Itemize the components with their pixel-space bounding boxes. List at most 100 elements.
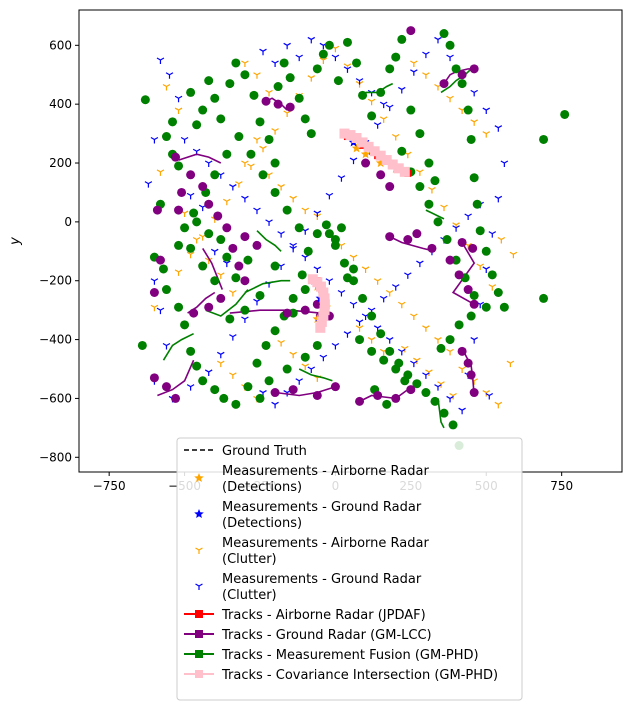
airborne-clutter-marker <box>373 278 382 285</box>
fusion-track-point <box>469 290 479 300</box>
ground-radar-track-point <box>285 102 295 112</box>
fusion-track-point <box>198 376 208 386</box>
airborne-clutter-marker <box>367 98 376 106</box>
fusion-track-point <box>261 340 271 350</box>
airborne-clutter-marker <box>434 337 442 344</box>
x-tick-label: 750 <box>550 479 573 493</box>
ground-radar-track-point <box>152 205 162 215</box>
ci-track-point <box>399 166 410 177</box>
ground-clutter-marker <box>343 66 352 73</box>
ground-clutter-marker <box>241 195 249 203</box>
fusion-track-point <box>391 364 401 374</box>
legend-label: Tracks - Covariance Intersection (GM-PHD… <box>221 668 498 683</box>
fusion-track-point <box>466 311 476 321</box>
ci-track-point <box>318 311 329 322</box>
fusion-track-point <box>246 149 256 159</box>
fusion-track-point <box>451 64 461 74</box>
airborne-clutter-marker <box>367 337 376 344</box>
track-line <box>359 388 409 403</box>
track-line <box>157 359 195 397</box>
fusion-track-point <box>225 79 235 89</box>
track-line <box>178 153 222 164</box>
fusion-track-point <box>234 132 244 142</box>
fusion-track-point <box>330 235 340 245</box>
legend-marker <box>194 509 204 518</box>
legend-label-line: Ground Truth <box>222 444 307 459</box>
airborne-clutter-marker <box>391 134 400 141</box>
ground-clutter-marker <box>422 372 430 379</box>
fusion-track-point <box>282 364 292 374</box>
ground-radar-track-point <box>469 64 479 74</box>
legend-label: Ground Truth <box>222 444 307 459</box>
fusion-track-point <box>255 290 265 300</box>
ground-radar-track-point <box>466 370 476 380</box>
airborne-clutter-marker <box>476 263 484 271</box>
x-tick-label: −750 <box>93 479 126 493</box>
fusion-track-point <box>192 361 202 371</box>
airborne-clutter-marker <box>488 284 497 291</box>
airborne-clutter-marker <box>482 131 491 138</box>
ground-clutter-marker <box>289 242 297 250</box>
ground-radar-track-point <box>155 255 165 265</box>
ground-clutter-marker <box>283 42 291 50</box>
airborne-clutter-marker <box>422 72 430 79</box>
ground-clutter-marker <box>150 278 159 285</box>
ground-clutter-marker <box>210 248 219 256</box>
airborne-clutter-marker <box>458 366 466 374</box>
ground-clutter-marker <box>325 278 334 285</box>
airborne-clutter-marker <box>289 351 297 359</box>
airborne-clutter-marker <box>150 304 159 312</box>
airborne-clutter-marker <box>253 72 261 79</box>
y-tick-label: −800 <box>39 450 72 464</box>
fusion-track-point <box>433 217 443 227</box>
ground-clutter-marker <box>410 360 418 368</box>
ground-clutter-marker <box>434 384 442 391</box>
track-line <box>244 279 291 294</box>
airborne-clutter-marker <box>241 160 249 168</box>
ci-track-point <box>351 133 362 144</box>
ground-clutter-marker <box>500 160 509 168</box>
fusion-track-point <box>406 105 416 115</box>
fusion-track-point <box>240 70 250 80</box>
fusion-track-point <box>358 90 368 100</box>
fusion-track-point <box>158 264 168 274</box>
ground-clutter-marker <box>259 48 267 56</box>
ground-clutter-marker <box>446 54 454 62</box>
fusion-track-point <box>174 302 184 312</box>
legend-marker <box>195 630 203 638</box>
legend-marker <box>194 473 204 482</box>
fusion-track-point <box>255 117 265 127</box>
airborne-clutter-marker <box>277 184 285 191</box>
fusion-track-point <box>219 393 229 403</box>
track-line <box>256 230 282 252</box>
fusion-track-point <box>421 388 431 398</box>
legend-label-line: (Detections) <box>222 480 302 495</box>
fusion-track-point <box>333 76 343 86</box>
ground-clutter-marker <box>410 69 418 76</box>
airborne-clutter-marker <box>446 95 454 103</box>
ground-clutter-marker <box>355 78 364 85</box>
fusion-track-point <box>430 176 440 186</box>
legend-label: Measurements - Ground Radar (Clutter) <box>222 572 422 603</box>
ground-clutter-marker <box>295 54 303 62</box>
ground-radar-track-point <box>468 243 478 253</box>
fusion-track-point <box>324 229 334 239</box>
ground-radar-track-point <box>252 240 262 250</box>
fusion-track-point <box>270 261 280 271</box>
fusion-track-point <box>204 76 214 86</box>
fusion-track-point <box>442 235 452 245</box>
airborne-clutter-marker <box>428 186 436 194</box>
ground-clutter-marker <box>337 289 346 297</box>
fusion-track-point <box>243 382 253 392</box>
fusion-track-point <box>376 329 386 339</box>
ground-clutter-marker <box>325 192 334 200</box>
legend-label-line: Measurements - Ground Radar <box>222 500 422 515</box>
fusion-track-point <box>312 64 322 74</box>
ground-clutter-marker <box>165 72 174 79</box>
ground-radar-track-point <box>204 199 214 209</box>
ground-radar-track-point <box>312 390 322 400</box>
airborne-clutter-marker <box>410 313 418 321</box>
y-tick-label: 200 <box>49 156 72 170</box>
ground-clutter-marker <box>404 272 412 279</box>
fusion-track-point <box>186 346 196 356</box>
